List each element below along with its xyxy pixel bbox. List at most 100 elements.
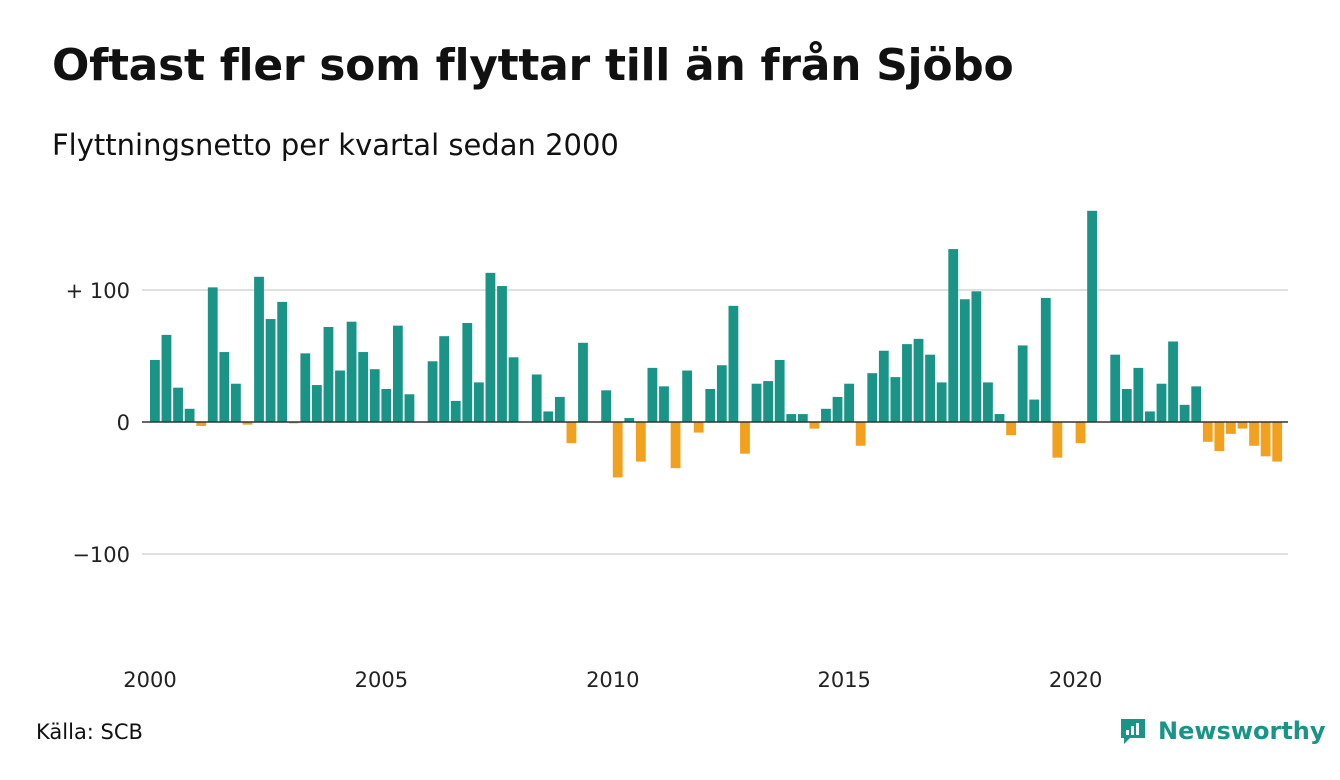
bar bbox=[913, 338, 924, 422]
bar bbox=[763, 381, 774, 422]
bar bbox=[647, 367, 658, 422]
bar bbox=[566, 422, 577, 444]
bar bbox=[832, 396, 843, 422]
newsworthy-chart-bubble-icon bbox=[1121, 719, 1145, 744]
bar bbox=[1075, 422, 1086, 444]
bar bbox=[867, 373, 878, 422]
bar bbox=[878, 350, 889, 422]
bar bbox=[1179, 404, 1190, 422]
bar bbox=[1029, 399, 1040, 422]
bar bbox=[740, 422, 750, 454]
bar bbox=[358, 352, 369, 422]
bar bbox=[716, 365, 727, 422]
bar bbox=[381, 389, 392, 422]
bar bbox=[335, 370, 345, 422]
bar bbox=[497, 286, 507, 422]
bar bbox=[543, 411, 554, 422]
bar bbox=[1249, 422, 1259, 446]
bar bbox=[1017, 345, 1028, 422]
logo-text: Newsworthy bbox=[1158, 717, 1326, 745]
bar bbox=[230, 383, 241, 422]
bar bbox=[473, 382, 484, 422]
bar bbox=[1110, 354, 1121, 422]
bar bbox=[948, 249, 959, 422]
bar bbox=[1226, 422, 1236, 434]
bar bbox=[265, 319, 276, 422]
bar bbox=[150, 359, 160, 422]
y-axis-labels: + 100 0 −100 bbox=[66, 279, 130, 567]
bar bbox=[1260, 422, 1271, 457]
bar bbox=[346, 321, 357, 422]
bar bbox=[508, 357, 519, 422]
y-tick-label: + 100 bbox=[66, 279, 130, 303]
bar bbox=[1168, 341, 1178, 422]
x-tick-label: 2005 bbox=[355, 668, 408, 692]
bar bbox=[890, 377, 901, 422]
bar bbox=[392, 325, 403, 422]
bar bbox=[1145, 411, 1155, 422]
x-tick-label: 2010 bbox=[586, 668, 639, 692]
bar bbox=[1133, 367, 1144, 422]
bar bbox=[959, 299, 970, 422]
bar bbox=[1237, 422, 1248, 429]
bar bbox=[844, 383, 854, 422]
bar bbox=[1156, 383, 1167, 422]
bar bbox=[427, 361, 438, 422]
bar bbox=[601, 390, 612, 422]
y-tick-label: 0 bbox=[117, 411, 130, 435]
bar bbox=[774, 359, 785, 422]
bar bbox=[994, 414, 1005, 422]
bar bbox=[462, 323, 473, 422]
newsworthy-logo: Newsworthy bbox=[1118, 714, 1326, 748]
x-axis-labels: 2000 2005 2010 2015 2020 bbox=[123, 668, 1102, 692]
bar bbox=[971, 291, 982, 422]
bar bbox=[612, 422, 623, 478]
bar bbox=[902, 344, 912, 422]
bar bbox=[983, 382, 993, 422]
gridlines bbox=[142, 289, 1288, 555]
y-tick-label: −100 bbox=[72, 543, 130, 567]
bar bbox=[1052, 422, 1063, 458]
bar bbox=[936, 382, 947, 422]
bar bbox=[635, 422, 646, 462]
bar bbox=[728, 305, 739, 422]
x-tick-label: 2000 bbox=[123, 668, 176, 692]
bar bbox=[323, 326, 334, 422]
bar bbox=[300, 353, 311, 422]
bar bbox=[855, 422, 866, 446]
bar bbox=[1040, 297, 1051, 422]
bar bbox=[242, 422, 253, 425]
bar bbox=[219, 352, 230, 422]
bar bbox=[207, 287, 218, 422]
bar bbox=[196, 422, 207, 426]
bar bbox=[751, 383, 762, 422]
bar bbox=[173, 387, 183, 422]
bar bbox=[1202, 422, 1213, 442]
bar bbox=[369, 369, 380, 422]
bar-chart: + 100 0 −100 2000 2005 2010 2015 2020 bbox=[66, 210, 1288, 692]
bar bbox=[1214, 422, 1225, 452]
bar bbox=[670, 422, 681, 469]
bar bbox=[485, 272, 496, 422]
bar bbox=[554, 396, 565, 422]
bar bbox=[797, 414, 808, 422]
bar bbox=[705, 389, 716, 422]
bar bbox=[624, 418, 635, 422]
bar bbox=[925, 354, 935, 422]
source-note: Källa: SCB bbox=[36, 720, 143, 744]
bar bbox=[254, 276, 264, 422]
x-tick-label: 2015 bbox=[817, 668, 870, 692]
bar bbox=[1272, 422, 1283, 462]
bar bbox=[450, 400, 461, 422]
bar bbox=[184, 408, 195, 422]
bar bbox=[161, 334, 172, 422]
bar bbox=[404, 394, 415, 422]
bar bbox=[531, 374, 542, 422]
bars bbox=[150, 210, 1283, 478]
bar bbox=[1191, 386, 1202, 422]
bar bbox=[1121, 389, 1132, 422]
chart-title: Oftast fler som flyttar till än från Sjö… bbox=[52, 40, 1014, 91]
bar bbox=[786, 414, 797, 422]
bar bbox=[311, 385, 322, 422]
bar bbox=[693, 422, 704, 433]
